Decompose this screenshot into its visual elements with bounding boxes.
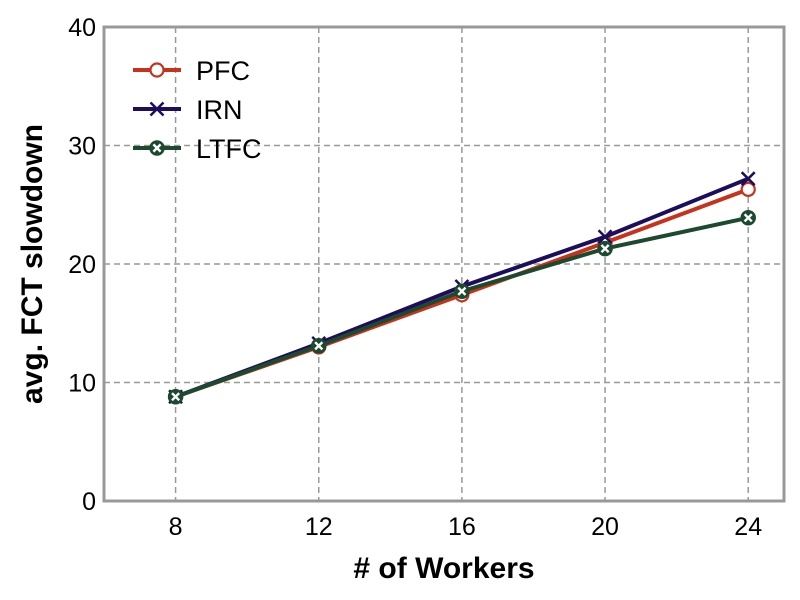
x-tick-label: 12 [305, 513, 333, 541]
y-tick-labels: 0 10 20 30 40 [68, 14, 96, 516]
data-point-ltfc [167, 388, 184, 405]
data-point-ltfc [454, 283, 470, 300]
x-tick-label: 20 [591, 513, 619, 541]
plot-frame [102, 25, 786, 503]
data-point-ltfc [310, 338, 327, 354]
y-tick-label: 30 [68, 133, 96, 161]
legend-marker-ltfc [149, 140, 165, 156]
legend-marker-pfc [149, 62, 165, 78]
y-tick-label: 40 [68, 14, 96, 42]
series-layer [167, 171, 756, 405]
legend-marker-irn [149, 101, 165, 117]
x-tick-label: 24 [734, 513, 762, 541]
legend-entry-ltfc: LTFC [133, 134, 262, 164]
legend-entry-irn: IRN [133, 95, 243, 125]
y-tick-label: 0 [82, 488, 96, 516]
x-tick-label: 8 [169, 513, 183, 541]
x-tick-labels: 8 12 16 20 24 [169, 513, 763, 541]
data-point-ltfc [740, 210, 756, 226]
legend-label-ltfc: LTFC [196, 134, 262, 164]
data-point-pfc [740, 181, 756, 197]
series-ltfc [167, 210, 756, 405]
x-tick-label: 16 [448, 513, 476, 541]
legend-label-irn: IRN [196, 95, 243, 125]
y-axis-title: avg. FCT slowdown [16, 124, 49, 404]
data-point-irn [740, 171, 756, 187]
y-tick-label: 10 [68, 370, 96, 398]
x-axis-title: # of Workers [353, 552, 534, 585]
data-point-irn [597, 229, 613, 245]
data-point-ltfc [597, 240, 613, 257]
legend-entry-pfc: PFC [133, 56, 250, 86]
y-tick-label: 20 [68, 251, 96, 279]
legend: PFC IRN LTFC [133, 56, 262, 164]
legend-label-pfc: PFC [196, 56, 250, 86]
